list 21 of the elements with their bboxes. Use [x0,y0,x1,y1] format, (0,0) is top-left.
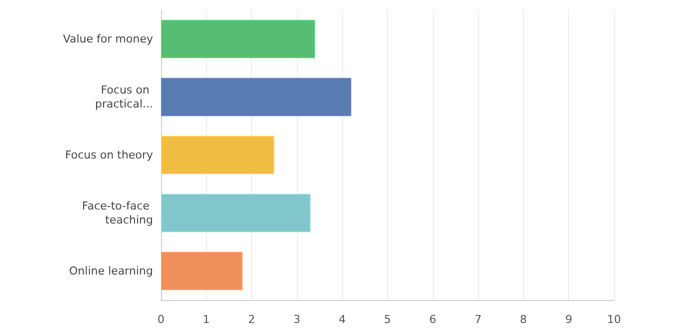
bar [161,136,274,174]
x-tick-label: 4 [338,313,346,326]
x-tick-label: 0 [158,313,164,326]
x-tick-label: 10 [607,313,621,326]
y-tick-label: Face-to-face teaching [82,200,153,226]
y-tick-label: Focus on theory [65,148,154,162]
x-tick-label: 9 [565,313,572,326]
y-tick-label: Focus on practical... [95,84,153,110]
bar [161,20,316,58]
x-tick-label: 8 [520,313,527,326]
bar [161,194,310,232]
x-tick-label: 6 [429,313,436,326]
x-tick-label: 2 [248,313,256,326]
x-tick-label: 3 [293,313,300,326]
x-tick-label: 1 [202,313,210,326]
x-tick-label: 7 [474,313,482,326]
bar [161,78,352,116]
bar [161,252,243,290]
y-tick-label: Value for money [62,32,154,46]
y-tick-label: Online learning [69,264,153,278]
x-tick-label: 5 [384,313,391,326]
